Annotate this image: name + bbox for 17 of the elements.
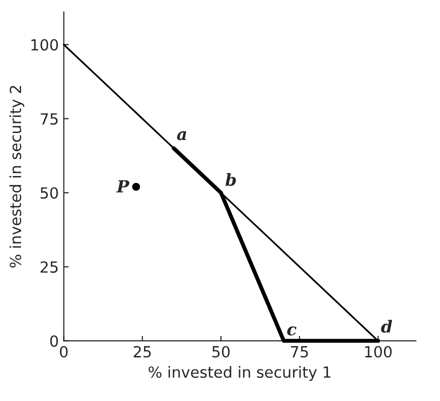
annotation: P [116,180,130,192]
x-tick-label: 50 [212,346,230,358]
y-tick-label: 25 [40,261,58,273]
annotation: c [287,326,296,336]
y-tick-label: 75 [40,113,58,125]
annotation: d [381,320,392,333]
x-tick-label: 100 [365,346,392,358]
y-tick-label: 50 [40,187,58,199]
x-tick-label: 75 [291,346,308,358]
y-axis-title: % invested in security 2 [9,86,24,268]
annotation: b [226,173,236,186]
x-axis-title: % invested in security 1 [148,366,330,381]
annotation: a [177,131,186,140]
y-tick-label: 0 [50,335,58,347]
x-tick-label: 0 [60,346,68,358]
y-tick-label: 100 [31,39,58,51]
x-tick-label: 25 [134,346,151,358]
